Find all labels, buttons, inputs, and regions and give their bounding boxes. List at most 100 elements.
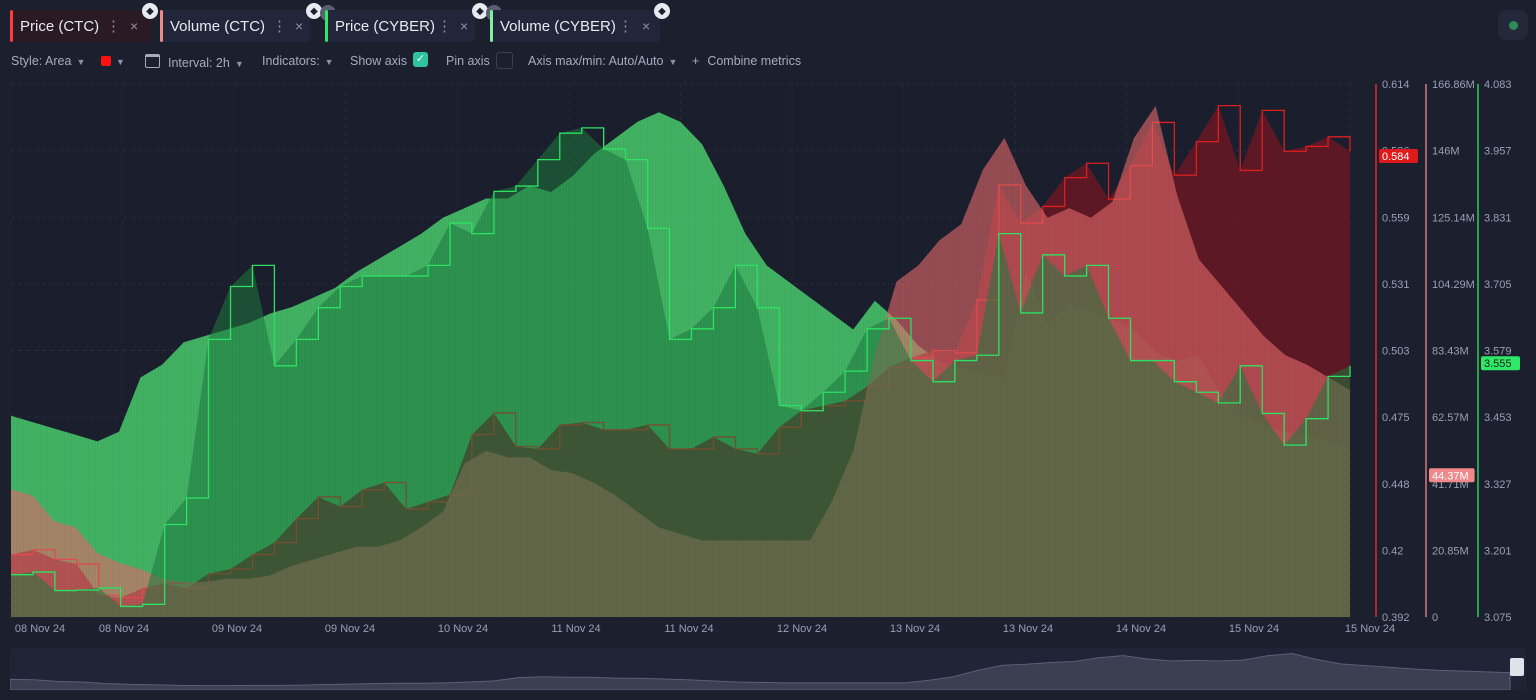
range-navigator[interactable] xyxy=(9,648,1526,691)
y-tick-label: 0.475 xyxy=(1382,412,1410,424)
y-tick-label: 104.29M xyxy=(1432,279,1475,291)
y-axis-1: 166.86M146M125.14M104.29M83.43M62.57M41.… xyxy=(1425,79,1475,624)
x-tick-label: 13 Nov 24 xyxy=(1003,623,1053,635)
close-icon[interactable]: × xyxy=(295,18,304,34)
x-tick-label: 09 Nov 24 xyxy=(325,623,375,635)
tab-color-bar xyxy=(160,10,163,42)
current-value-label: 3.555 xyxy=(1484,358,1512,370)
y-axis-0: 0.6140.5860.5590.5310.5030.4750.4480.420… xyxy=(1375,79,1418,624)
chart-toolbar: Style: Area ▼ ▼ Interval: 2h ▼ Indicators:… xyxy=(0,50,1536,72)
show-axis-label: Show axis xyxy=(350,54,407,68)
y-tick-label: 3.453 xyxy=(1484,412,1512,424)
axis-maxmin-dropdown[interactable]: Axis max/min: Auto/Auto ▼ xyxy=(528,54,677,68)
tab-color-bar xyxy=(325,10,328,42)
interval-label: Interval: 2h xyxy=(168,56,230,70)
close-icon[interactable]: × xyxy=(642,18,651,34)
metric-tabs: Price (CTC) ⋮ × ◆ Volume (CTC) ⋮ × ◆ 🔒︎ … xyxy=(0,0,1536,44)
bar-texture xyxy=(10,84,1350,617)
status-button[interactable] xyxy=(1498,10,1528,40)
style-label: Style: Area xyxy=(11,54,72,68)
y-tick-label: 146M xyxy=(1432,146,1460,158)
combine-label: Combine metrics xyxy=(707,54,802,68)
x-tick-label: 11 Nov 24 xyxy=(664,623,713,635)
chevron-down-icon: ▼ xyxy=(668,57,678,67)
y-tick-label: 0.448 xyxy=(1382,479,1410,491)
chevron-down-icon: ▼ xyxy=(76,57,86,67)
y-tick-label: 3.327 xyxy=(1484,479,1512,491)
current-value-label: 0.584 xyxy=(1382,151,1410,163)
y-tick-label: 0.531 xyxy=(1382,279,1410,291)
indicators-dropdown[interactable]: Indicators: ▼ xyxy=(262,54,334,68)
color-swatch xyxy=(101,56,111,66)
interval-dropdown[interactable]: Interval: 2h ▼ xyxy=(145,54,244,70)
price-cyber-line xyxy=(11,127,1351,608)
color-picker[interactable]: ▼ xyxy=(101,54,125,68)
price-cyber-area xyxy=(11,127,1350,618)
tab-color-bar xyxy=(10,10,13,42)
y-tick-label: 0.503 xyxy=(1382,346,1410,358)
combine-metrics-button[interactable]: + Combine metrics xyxy=(692,54,801,68)
tab-label: Volume (CYBER) xyxy=(500,17,616,35)
ethereum-icon: ◆ xyxy=(142,3,158,19)
more-options-icon[interactable]: ⋮ xyxy=(272,18,287,35)
chevron-down-icon: ▼ xyxy=(324,57,334,67)
tab-volume-ctc[interactable]: Volume (CTC) ⋮ × xyxy=(160,10,310,42)
x-tick-label: 15 Nov 24 xyxy=(1345,623,1395,635)
navigator-sparkline xyxy=(9,652,1511,691)
x-tick-label: 13 Nov 24 xyxy=(890,623,940,635)
y-tick-label: 3.957 xyxy=(1484,146,1512,158)
status-dot-icon xyxy=(1508,20,1518,30)
tab-price-ctc[interactable]: Price (CTC) ⋮ × xyxy=(10,10,152,42)
chevron-down-icon: ▼ xyxy=(116,57,125,67)
navigator-area xyxy=(9,652,1511,691)
current-value-label: 44.37M xyxy=(1432,470,1469,482)
plus-icon: + xyxy=(692,54,700,68)
y-tick-label: 3.831 xyxy=(1484,212,1512,224)
y-tick-label: 3.201 xyxy=(1484,545,1512,557)
y-tick-label: 0 xyxy=(1432,612,1438,624)
current-value-badge xyxy=(1429,468,1475,483)
ethereum-icon: ◆ xyxy=(472,3,488,19)
tab-label: Volume (CTC) xyxy=(170,17,266,35)
more-options-icon[interactable]: ⋮ xyxy=(618,18,633,35)
y-tick-label: 166.86M xyxy=(1432,79,1475,91)
x-tick-label: 14 Nov 24 xyxy=(1116,623,1166,635)
tab-volume-cyber[interactable]: Volume (CYBER) ⋮ × xyxy=(490,10,660,42)
multi-axis-area-chart[interactable]: 0.6140.5860.5590.5310.5030.4750.4480.420… xyxy=(0,76,1536,646)
y-tick-label: 3.579 xyxy=(1484,346,1512,358)
y-tick-label: 4.083 xyxy=(1484,79,1512,91)
tab-color-bar xyxy=(490,10,493,42)
tab-label: Price (CTC) xyxy=(20,17,100,35)
y-tick-label: 0.559 xyxy=(1382,212,1410,224)
y-tick-label: 62.57M xyxy=(1432,412,1469,424)
y-tick-label: 125.14M xyxy=(1432,212,1475,224)
close-icon[interactable]: × xyxy=(460,18,469,34)
tab-price-cyber[interactable]: Price (CYBER) ⋮ × xyxy=(325,10,475,42)
more-options-icon[interactable]: ⋮ xyxy=(106,18,121,35)
close-icon[interactable]: × xyxy=(130,18,139,34)
y-axis-2: 4.083 3.957 3.831 3.705 3.579 3.453 3.327 3.201… xyxy=(1477,79,1520,624)
tab-label: Price (CYBER) xyxy=(335,17,436,35)
y-tick-label: 0.614 xyxy=(1382,79,1410,91)
current-value-badge xyxy=(1481,356,1520,371)
y-tick-label: 83.43M xyxy=(1432,346,1469,358)
pin-axis-checkbox[interactable] xyxy=(496,52,513,69)
y-tick-label: 0.42 xyxy=(1382,545,1403,557)
indicators-label: Indicators: xyxy=(262,54,320,68)
ethereum-icon: ◆ xyxy=(654,3,670,19)
ethereum-icon: ◆ xyxy=(306,3,322,19)
show-axis-checkbox[interactable]: ✓ xyxy=(413,52,428,67)
navigator-handle-right[interactable] xyxy=(1510,658,1524,676)
style-dropdown[interactable]: Style: Area ▼ xyxy=(11,54,85,68)
axis-maxmin-label: Axis max/min: Auto/Auto xyxy=(528,54,664,68)
x-tick-label: 15 Nov 24 xyxy=(1229,623,1279,635)
x-axis: 08 Nov 24 08 Nov 24 09 Nov 24 09 Nov 24 10 N… xyxy=(15,623,1395,635)
x-tick-label: 11 Nov 24 xyxy=(551,623,600,635)
more-options-icon[interactable]: ⋮ xyxy=(437,18,452,35)
y-tick-label: 3.075 xyxy=(1484,612,1512,624)
x-tick-label: 08 Nov 24 xyxy=(99,623,149,635)
x-tick-label: 09 Nov 24 xyxy=(212,623,262,635)
x-tick-label: 12 Nov 24 xyxy=(777,623,827,635)
y-tick-label: 3.705 xyxy=(1484,279,1512,291)
chevron-down-icon: ▼ xyxy=(234,59,244,69)
